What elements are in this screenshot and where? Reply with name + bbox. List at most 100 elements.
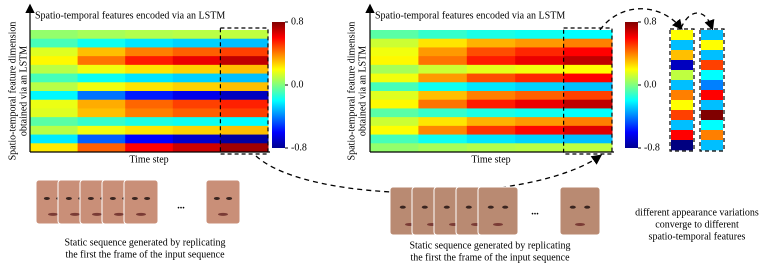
heatmap-cell (220, 91, 269, 101)
heatmap-cell (418, 38, 468, 48)
heatmap-cell (515, 56, 565, 66)
heatmap-cell (515, 82, 565, 92)
heatmap-cell (418, 117, 468, 127)
heatmap-cell (418, 99, 468, 109)
panel-title: Spatio-temporal features encoded via an … (375, 10, 565, 21)
strip-cell (701, 70, 723, 81)
heatmap-cell (515, 47, 565, 57)
heatmap-cell (125, 134, 174, 144)
heatmap-cell (172, 64, 221, 75)
heatmap-cell (77, 99, 126, 109)
heatmap-cell (77, 143, 126, 153)
heatmap-cell (77, 91, 126, 101)
heatmap-cell (370, 99, 419, 109)
y-axis-label: obtained via an LSTM (357, 46, 368, 136)
heatmap-cell (77, 82, 126, 92)
heatmap-cell (220, 99, 269, 109)
heatmap-cell (77, 108, 126, 118)
heatmap-cell (466, 73, 516, 83)
heatmap-cell (125, 30, 174, 40)
heatmap-cell (515, 108, 565, 118)
strip-cell (671, 100, 693, 111)
colorbar-tick-label: 0.0 (644, 79, 657, 90)
heatmap-cell (30, 117, 79, 127)
heatmap-cell (563, 99, 613, 109)
heatmap-cell (418, 82, 468, 92)
strip-cell (701, 100, 723, 111)
heatmap-cell (515, 64, 565, 75)
caption: Static sequence generated by replicating (409, 240, 570, 251)
heatmap-cell (30, 91, 79, 101)
face-mouth (114, 212, 124, 216)
heatmap-cell (563, 73, 613, 83)
strip-cell (671, 30, 693, 41)
strip-cell (671, 60, 693, 71)
strip-cell (701, 50, 723, 61)
heatmap-cell (563, 125, 613, 136)
strip-cell (701, 30, 723, 41)
panel-title: Spatio-temporal features encoded via an … (35, 10, 225, 21)
heatmap-cell (77, 47, 126, 57)
strip-cell (701, 120, 723, 131)
heatmap-cell (563, 91, 613, 101)
heatmap-cell (466, 125, 516, 136)
heatmap-cell (563, 108, 613, 118)
heatmap-cell (418, 30, 468, 40)
heatmap-cell (125, 143, 174, 153)
heatmap-cell (466, 99, 516, 109)
heatmap-cell (466, 108, 516, 118)
heatmap-cell (172, 56, 221, 66)
heatmap-cell (418, 47, 468, 57)
face-image (123, 179, 159, 225)
heatmap-cell (418, 108, 468, 118)
colorbar-tick-label: 0.0 (291, 79, 304, 90)
heatmap-cell (30, 64, 79, 75)
strip-cell (671, 120, 693, 131)
strip-cell (701, 40, 723, 51)
heatmap-cell (220, 64, 269, 75)
heatmap-cell (370, 125, 419, 136)
face-image (559, 186, 601, 236)
colorbar-tick-label: 0.8 (644, 16, 657, 27)
heatmap-cell (515, 143, 565, 153)
face-eye (465, 205, 472, 209)
strip-cell (701, 110, 723, 121)
heatmap-cell (172, 30, 221, 40)
heatmap-cell (466, 91, 516, 101)
heatmap-cell (220, 108, 269, 118)
y-axis-label: obtained via an LSTM (18, 46, 29, 136)
heatmap-cell (220, 125, 269, 136)
x-axis-label: Time step (471, 154, 510, 165)
strip-cell (671, 140, 693, 151)
heatmap-cell (172, 125, 221, 136)
heatmap-cell (563, 134, 613, 144)
heatmap-cell (466, 134, 516, 144)
heatmap-cell (125, 64, 174, 75)
heatmap-cell (172, 134, 221, 144)
strip-cell (701, 140, 723, 151)
heatmap-cell (172, 47, 221, 57)
caption: the first the frame of the input sequenc… (410, 252, 570, 263)
note: converge to different (655, 219, 739, 230)
heatmap-cell (563, 64, 613, 75)
heatmap-cell (30, 125, 79, 136)
heatmap-cell (563, 30, 613, 40)
face-image (477, 186, 519, 236)
y-axis-label: Spatio-temporal feature dimension (346, 22, 357, 161)
heatmap-cell (172, 82, 221, 92)
heatmap-cell (370, 56, 419, 66)
heatmap-cell (220, 117, 269, 127)
heatmap-cell (77, 134, 126, 144)
heatmap-cell (515, 117, 565, 127)
heatmap-cell (418, 56, 468, 66)
face-mouth (70, 212, 80, 216)
heatmap-cell (370, 91, 419, 101)
heatmap-cell (30, 73, 79, 83)
heatmap-cell (370, 82, 419, 92)
heatmap-cell (172, 99, 221, 109)
heatmap-cell (515, 134, 565, 144)
strip-cell (701, 60, 723, 71)
strip-cell (701, 90, 723, 101)
heatmap-cell (466, 38, 516, 48)
heatmap-cell (563, 143, 613, 153)
